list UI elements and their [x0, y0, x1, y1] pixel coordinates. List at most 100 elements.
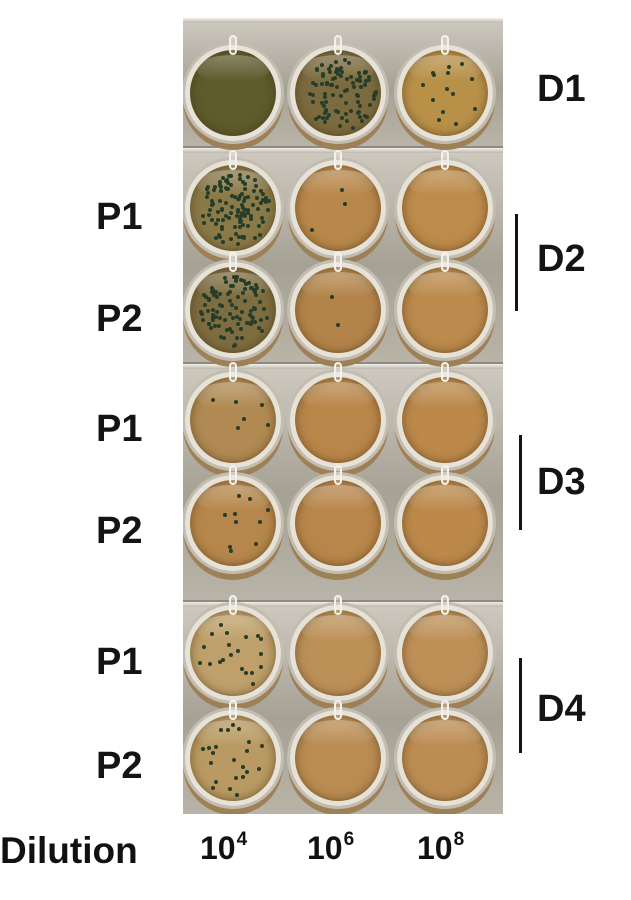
colony: [220, 217, 225, 222]
colony: [251, 681, 256, 686]
colony: [228, 236, 233, 241]
colony: [325, 81, 330, 86]
colony: [358, 103, 363, 108]
colony: [343, 101, 348, 106]
colony: [214, 222, 219, 227]
well-tab: [334, 252, 342, 272]
well-tab: [441, 35, 449, 55]
colony: [209, 199, 214, 204]
colony: [235, 648, 240, 653]
colony: [231, 758, 236, 763]
well-tab: [441, 595, 449, 615]
colony: [261, 289, 266, 294]
colony: [265, 507, 270, 512]
colony: [232, 343, 237, 348]
colony: [245, 211, 250, 216]
colony: [431, 70, 436, 75]
colony: [259, 188, 264, 193]
colony: [322, 94, 327, 99]
colony: [206, 746, 211, 751]
well-tab: [229, 362, 237, 382]
colony: [240, 222, 245, 227]
colony: [233, 278, 238, 283]
colony: [201, 317, 206, 322]
colony: [207, 297, 212, 302]
colony: [249, 216, 254, 221]
colony: [356, 110, 361, 115]
colony: [218, 189, 223, 194]
colony: [338, 66, 343, 71]
colony: [218, 291, 223, 296]
tick-exponent: 8: [453, 829, 465, 850]
colony: [236, 242, 241, 247]
colony: [243, 182, 248, 187]
donor-label-d3: D3: [537, 461, 586, 503]
colony: [218, 183, 223, 188]
culture-well: [185, 160, 281, 256]
colony: [251, 202, 256, 207]
colony: [373, 89, 378, 94]
colony: [210, 290, 215, 295]
colony: [334, 69, 339, 74]
colony: [236, 727, 241, 732]
colony: [354, 77, 359, 82]
colony: [333, 75, 338, 80]
colony: [329, 82, 334, 87]
colony: [227, 545, 232, 550]
colony: [230, 315, 235, 320]
colony: [255, 634, 260, 639]
well-tab: [229, 150, 237, 170]
colony: [229, 182, 234, 187]
colony: [234, 400, 239, 405]
colony: [232, 225, 237, 229]
colony: [212, 323, 217, 328]
colony: [236, 197, 241, 202]
colony: [320, 63, 325, 68]
replicate-label-p2-d2: P2: [96, 298, 143, 340]
colony: [214, 780, 219, 785]
culture-well: [397, 262, 493, 358]
colony: [364, 115, 369, 120]
well-tab: [441, 252, 449, 272]
colony: [253, 178, 258, 183]
colony: [249, 285, 254, 290]
colony: [265, 208, 270, 213]
colony: [253, 289, 258, 294]
colony: [235, 294, 240, 299]
colony: [234, 232, 239, 237]
colony: [223, 279, 228, 284]
colony: [238, 326, 243, 331]
colony: [201, 214, 206, 219]
colony: [322, 103, 327, 108]
colony: [234, 306, 239, 311]
colony: [333, 59, 338, 64]
colony: [210, 785, 215, 790]
colony: [355, 94, 360, 99]
colony: [246, 321, 251, 326]
colony: [198, 661, 203, 665]
colony: [234, 315, 239, 320]
colony: [221, 658, 226, 663]
colony: [336, 72, 341, 77]
tick-dilution-1e4: 104: [200, 830, 247, 864]
colony: [230, 723, 235, 728]
colony: [344, 112, 349, 117]
colony: [252, 307, 257, 312]
colony: [356, 71, 361, 76]
plate-photo: [183, 18, 503, 814]
colony: [241, 775, 246, 780]
colony: [308, 92, 313, 97]
culture-well: [185, 45, 281, 141]
colony: [246, 208, 251, 213]
colony: [200, 747, 205, 752]
well-tab: [334, 700, 342, 720]
culture-well: [290, 45, 386, 141]
colony: [209, 760, 214, 765]
colony: [324, 100, 329, 105]
well-tab: [334, 362, 342, 382]
colony: [212, 185, 217, 190]
colony: [245, 223, 250, 228]
colony: [254, 285, 259, 290]
colony: [237, 235, 242, 240]
colony: [256, 223, 261, 228]
